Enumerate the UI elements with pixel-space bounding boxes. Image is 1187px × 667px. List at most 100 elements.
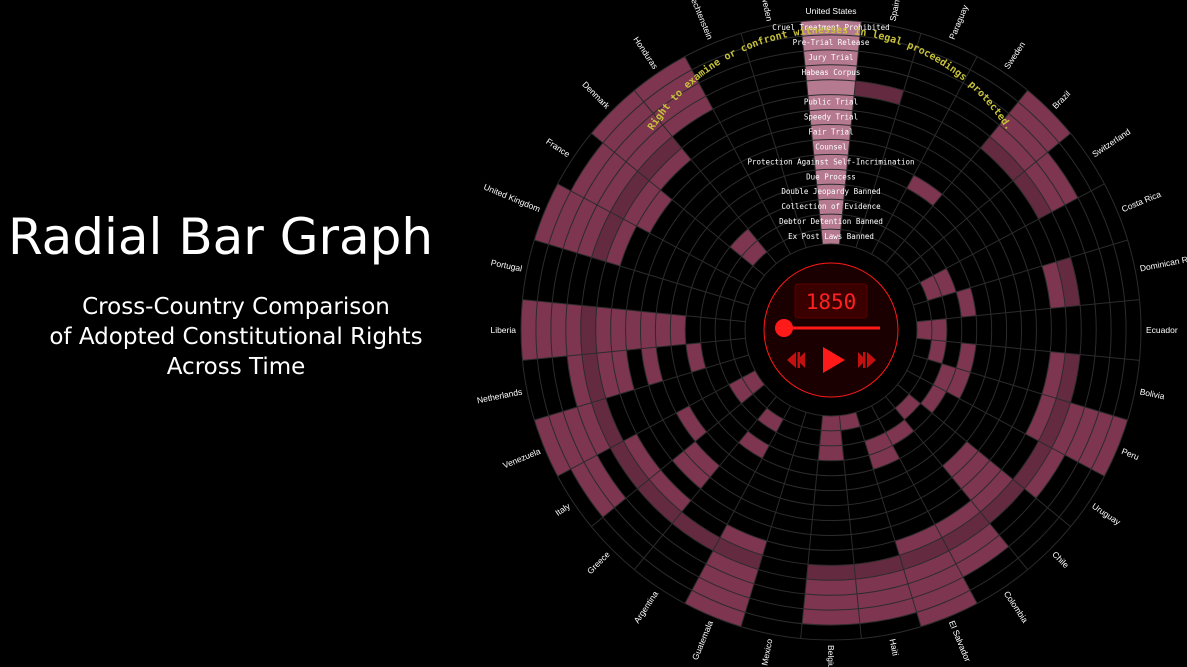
bar-denmark-3[interactable] <box>614 113 663 162</box>
bar-dominican-republic-12[interactable] <box>956 287 977 318</box>
bar-chile-8[interactable] <box>951 450 990 489</box>
bar-honduras-3[interactable] <box>653 82 706 125</box>
bar-belgium-14[interactable] <box>819 430 843 446</box>
bar-italy-10[interactable] <box>676 405 707 442</box>
bar-peru-6[interactable] <box>1025 393 1057 441</box>
bar-netherlands-9[interactable] <box>641 347 663 386</box>
bar-colombia-6[interactable] <box>934 500 981 538</box>
bar-peru-2[interactable] <box>1078 411 1114 470</box>
bar-united-states-4[interactable] <box>805 64 857 81</box>
bar-chile-9[interactable] <box>942 441 979 478</box>
bar-venezuela-4[interactable] <box>577 402 611 456</box>
bar-italy-5[interactable] <box>610 440 650 489</box>
bar-liberia-2[interactable] <box>535 301 553 359</box>
bar-argentina-12[interactable] <box>738 431 770 459</box>
bar-united-states-1[interactable] <box>800 19 862 37</box>
step-forward-button[interactable] <box>858 352 876 368</box>
bar-uruguay-13[interactable] <box>920 384 947 413</box>
bar-guatemala-3[interactable] <box>698 563 755 599</box>
bar-united-kingdom-6[interactable] <box>605 219 637 267</box>
bar-uruguay-5[interactable] <box>1012 440 1052 489</box>
bar-bolivia-14[interactable] <box>927 339 947 364</box>
bar-united-kingdom-2[interactable] <box>548 190 584 249</box>
bar-chile-6[interactable] <box>970 469 1013 512</box>
bar-peru-4[interactable] <box>1051 402 1085 456</box>
bar-el-salvador-6[interactable] <box>894 524 942 556</box>
bar-sweden-10[interactable] <box>906 175 943 206</box>
bar-brazil-1[interactable] <box>1018 90 1071 143</box>
bar-italy-15[interactable] <box>741 370 765 395</box>
bar-netherlands-4[interactable] <box>567 354 592 407</box>
bar-peru-5[interactable] <box>1038 398 1071 448</box>
bar-denmark-5[interactable] <box>637 136 682 181</box>
bar-france-7[interactable] <box>636 190 673 234</box>
bar-switzerland-4[interactable] <box>1024 161 1065 213</box>
bar-united-states-5[interactable] <box>806 79 856 96</box>
bar-belgium-3[interactable] <box>803 593 859 611</box>
bar-guatemala-1[interactable] <box>684 590 746 627</box>
bar-liberia-7[interactable] <box>610 308 627 352</box>
play-button[interactable] <box>823 347 845 373</box>
bar-guatemala-4[interactable] <box>705 550 759 584</box>
bar-united-kingdom-3[interactable] <box>562 197 598 254</box>
bar-france-3[interactable] <box>583 152 626 205</box>
bar-colombia-13[interactable] <box>885 419 914 446</box>
bar-honduras-4[interactable] <box>662 96 714 137</box>
bar-greece-6[interactable] <box>649 469 692 512</box>
bar-liberia-1[interactable] <box>520 299 538 361</box>
bar-denmark-4[interactable] <box>626 125 673 172</box>
bar-france-6[interactable] <box>623 180 661 227</box>
bar-united-states-10[interactable] <box>813 154 849 171</box>
bar-haiti-5[interactable] <box>854 555 904 580</box>
bar-haiti-3[interactable] <box>856 583 913 609</box>
bar-united-states-11[interactable] <box>815 169 847 185</box>
bar-liberia-6[interactable] <box>595 306 612 354</box>
bar-denmark-1[interactable] <box>591 90 644 143</box>
bar-belgium-5[interactable] <box>806 564 856 581</box>
bar-united-states-2[interactable] <box>802 34 860 52</box>
bar-liberia-3[interactable] <box>550 302 568 358</box>
bar-liberia-9[interactable] <box>640 311 657 349</box>
bar-switzerland-3[interactable] <box>1036 152 1079 205</box>
bar-peru-13[interactable] <box>933 363 957 392</box>
bar-united-states-6[interactable] <box>807 94 855 111</box>
bar-el-salvador-4[interactable] <box>903 550 957 584</box>
bar-united-states-3[interactable] <box>803 49 859 67</box>
bar-united-states-13[interactable] <box>818 199 844 215</box>
bar-argentina-5[interactable] <box>672 511 721 551</box>
bar-liberia-8[interactable] <box>625 309 642 351</box>
bar-united-states-14[interactable] <box>819 214 843 230</box>
bar-france-4[interactable] <box>597 161 638 213</box>
bar-haiti-15[interactable] <box>839 412 861 431</box>
bar-brazil-2[interactable] <box>1008 101 1060 153</box>
bar-colombia-3[interactable] <box>956 535 1009 578</box>
bar-venezuela-3[interactable] <box>562 406 598 463</box>
bar-netherlands-12[interactable] <box>685 342 706 373</box>
bar-peru-1[interactable] <box>1091 415 1128 477</box>
bar-chile-7[interactable] <box>961 460 1002 501</box>
bar-costa-rica-13[interactable] <box>933 268 957 297</box>
bar-netherlands-5[interactable] <box>581 353 606 403</box>
bar-honduras-1[interactable] <box>634 56 692 102</box>
bar-bolivia-12[interactable] <box>956 342 977 373</box>
bar-guatemala-6[interactable] <box>720 524 768 556</box>
bar-uruguay-4[interactable] <box>1024 447 1065 499</box>
bar-belgium-2[interactable] <box>802 608 860 626</box>
bar-united-states-15[interactable] <box>821 229 841 245</box>
bar-denmark-2[interactable] <box>602 101 654 153</box>
bar-denmark-6[interactable] <box>649 148 692 191</box>
bar-ecuador-14[interactable] <box>931 318 947 342</box>
bar-liberia-4[interactable] <box>565 304 582 356</box>
bar-ecuador-15[interactable] <box>916 320 932 340</box>
bar-dominican-republic-5[interactable] <box>1056 257 1081 307</box>
bar-venezuela-5[interactable] <box>591 398 624 448</box>
bar-liberia-11[interactable] <box>670 314 686 346</box>
bar-italy-14[interactable] <box>728 377 753 404</box>
bar-chile-5[interactable] <box>980 479 1025 524</box>
bar-belgium-13[interactable] <box>818 445 844 461</box>
bar-el-salvador-3[interactable] <box>907 563 964 599</box>
bar-venezuela-1[interactable] <box>534 415 571 477</box>
bar-liberia-10[interactable] <box>655 312 672 348</box>
bar-argentina-14[interactable] <box>757 408 784 433</box>
bar-colombia-5[interactable] <box>941 511 990 551</box>
